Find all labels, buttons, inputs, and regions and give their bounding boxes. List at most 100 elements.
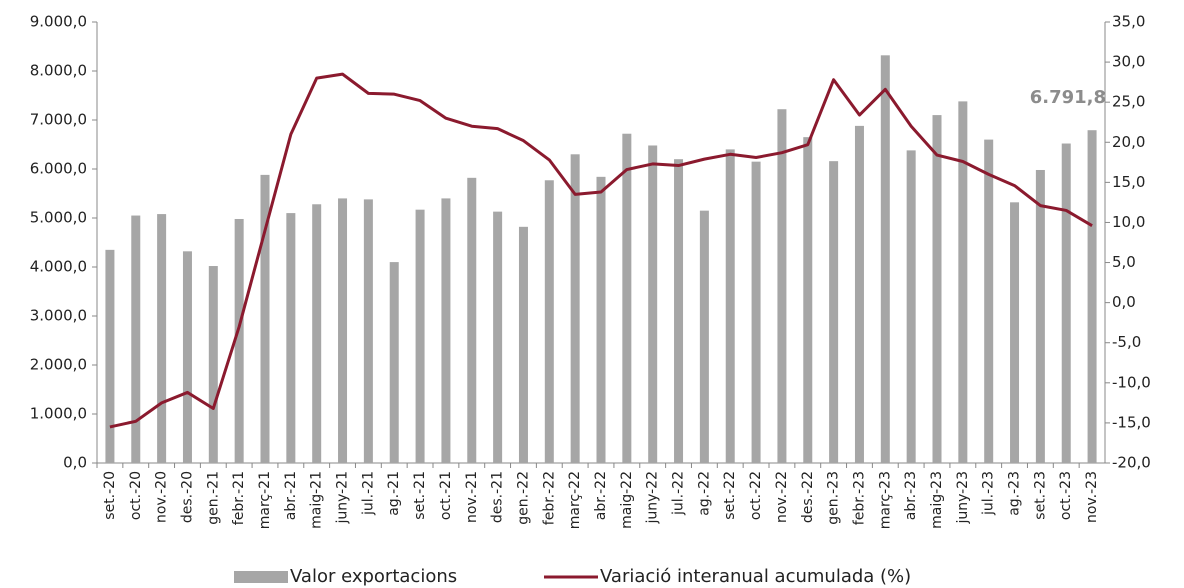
x-tick-label: jul.-23 (981, 471, 997, 516)
x-tick-label: març-22 (567, 471, 583, 529)
x-tick-label: jul.-21 (360, 471, 376, 516)
legend-swatch (234, 571, 288, 583)
bar (648, 145, 658, 464)
x-tick-label: febr.-21 (231, 471, 247, 525)
bar (105, 249, 115, 463)
bar (932, 115, 942, 463)
y2-tick-label: -10,0 (1112, 373, 1151, 391)
y-tick-label: 5.000,0 (30, 209, 87, 227)
bar (984, 139, 994, 463)
y2-tick-label: -15,0 (1112, 413, 1151, 431)
x-tick-label: març-23 (877, 471, 893, 529)
x-tick-label: jul.-22 (671, 471, 687, 516)
y-tick-label: 7.000,0 (30, 111, 87, 129)
x-tick-label: nov.-21 (464, 471, 480, 523)
x-tick-label: ag.-22 (696, 471, 712, 516)
x-tick-label: gen.-23 (826, 471, 842, 525)
x-tick-label: abr.-21 (283, 471, 299, 520)
bar (829, 161, 839, 463)
bar (131, 215, 141, 463)
bar (725, 149, 735, 463)
bar (699, 210, 709, 463)
y2-tick-label: 25,0 (1112, 93, 1145, 111)
x-tick-label: abr.-23 (903, 471, 919, 520)
bar (493, 211, 503, 463)
data-label: 6.791,8 (1030, 87, 1106, 108)
bar (674, 159, 684, 463)
y2-tick-label: 30,0 (1112, 53, 1145, 71)
x-tick-label: febr.-23 (851, 471, 867, 525)
x-tick-label: oct.-23 (1058, 471, 1074, 520)
bar (312, 204, 322, 463)
bar (338, 198, 348, 463)
bar (596, 176, 606, 463)
y2-tick-label: 10,0 (1112, 213, 1145, 231)
bar (854, 125, 864, 463)
y2-tick-label: 20,0 (1112, 133, 1145, 151)
bar (415, 209, 425, 463)
bar (544, 180, 554, 463)
bar (389, 262, 399, 463)
bar (958, 101, 968, 463)
x-tick-label: set.-21 (412, 471, 428, 520)
y2-tick-label: -5,0 (1112, 333, 1141, 351)
legend-label: Variació interanual acumulada (%) (600, 566, 911, 587)
x-tick-label: abr.-22 (593, 471, 609, 520)
x-tick-label: maig-22 (619, 471, 635, 529)
x-tick-label: gen.-21 (205, 471, 221, 525)
bar (467, 177, 477, 463)
bar (157, 214, 167, 463)
bar (803, 137, 813, 463)
x-tick-label: ag.-21 (386, 471, 402, 516)
x-tick-label: nov.-23 (1084, 471, 1100, 523)
bar (518, 226, 528, 463)
bar (441, 198, 451, 463)
bar (751, 161, 761, 463)
bar (182, 251, 192, 463)
x-tick-label: gen.-22 (515, 471, 531, 525)
x-tick-label: des.-20 (179, 471, 195, 523)
y2-tick-label: -20,0 (1112, 454, 1151, 472)
x-tick-label: set.-23 (1032, 471, 1048, 520)
bar (1087, 130, 1097, 464)
x-tick-label: des.-22 (800, 471, 816, 523)
bar (260, 174, 270, 463)
x-tick-label: nov.-20 (154, 471, 170, 523)
x-tick-label: des.-21 (490, 471, 506, 523)
line (109, 72, 1093, 429)
x-tick-label: ag.-23 (1007, 471, 1023, 516)
x-tick-label: febr.-22 (541, 471, 557, 525)
bar (363, 199, 373, 463)
bar (1035, 169, 1045, 464)
y-tick-label: 6.000,0 (30, 160, 87, 178)
x-tick-label: març-21 (257, 471, 273, 529)
bar (234, 218, 244, 463)
y2-tick-label: 5,0 (1112, 253, 1136, 271)
x-tick-label: maig-21 (309, 471, 325, 529)
y-tick-label: 0,0 (63, 454, 87, 472)
x-tick-label: juny-23 (955, 471, 971, 525)
y-tick-label: 9.000,0 (30, 13, 87, 31)
y2-tick-label: 0,0 (1112, 293, 1136, 311)
bar (286, 213, 296, 463)
bar (777, 109, 787, 463)
bar (1061, 143, 1071, 463)
bar (622, 133, 632, 463)
x-tick-label: set.-20 (102, 471, 118, 520)
x-tick-label: juny-21 (335, 471, 351, 525)
bar (208, 266, 218, 463)
x-tick-label: set.-22 (722, 471, 738, 520)
bar (570, 154, 580, 464)
y2-tick-label: 15,0 (1112, 173, 1145, 191)
x-tick-label: oct.-22 (748, 471, 764, 520)
y2-tick-label: 35,0 (1112, 13, 1145, 31)
x-tick-label: maig-23 (929, 471, 945, 529)
x-tick-label: oct.-21 (438, 471, 454, 520)
x-tick-label: juny-22 (645, 471, 661, 525)
bar (880, 55, 890, 463)
bar (1010, 202, 1020, 463)
y-tick-label: 4.000,0 (30, 258, 87, 276)
x-tick-label: nov.-22 (774, 471, 790, 523)
